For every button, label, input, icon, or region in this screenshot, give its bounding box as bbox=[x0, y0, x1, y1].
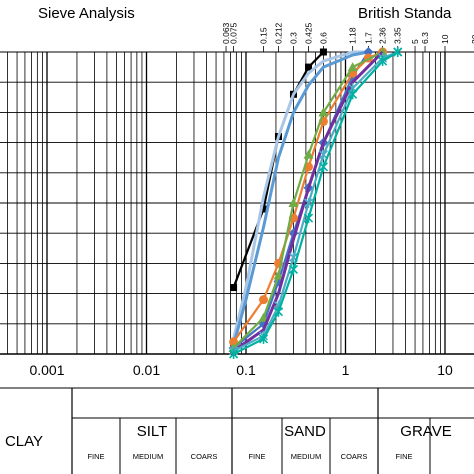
sieve-size-label: 0.063 bbox=[221, 22, 231, 44]
x-tick-label: 0.01 bbox=[133, 362, 160, 378]
data-point bbox=[319, 48, 327, 56]
clay-label: CLAY bbox=[5, 433, 43, 450]
series-line bbox=[232, 50, 369, 346]
data-point bbox=[260, 205, 268, 213]
sieve-size-label: 0.15 bbox=[259, 27, 269, 44]
subgroup-label: COARS bbox=[191, 452, 218, 461]
sieve-size-label: 0.425 bbox=[304, 22, 314, 44]
data-point bbox=[288, 264, 299, 275]
sieve-size-label: 0.6 bbox=[318, 32, 328, 44]
data-point bbox=[348, 89, 358, 100]
series-line bbox=[232, 50, 384, 343]
subgroup-label: COARS bbox=[341, 452, 368, 461]
sieve-size-label: 1.7 bbox=[363, 32, 373, 44]
data-point bbox=[273, 270, 284, 280]
data-point bbox=[318, 107, 329, 117]
sieve-size-label: 10 bbox=[440, 34, 450, 44]
group-label: SILT bbox=[137, 423, 168, 440]
x-tick-label: 0.001 bbox=[29, 362, 64, 378]
sieve-size-label: 0.3 bbox=[288, 32, 298, 44]
series-5 bbox=[229, 47, 388, 347]
sieve-size-label: 6.3 bbox=[420, 32, 430, 44]
series-3 bbox=[232, 50, 369, 346]
data-point bbox=[258, 333, 269, 344]
series-7 bbox=[232, 50, 384, 353]
group-label: GRAVE bbox=[400, 423, 451, 440]
soil-classification-table: CLAY SILT FINE MEDIUM COARS SAND FINE MEDIUM COA… bbox=[0, 387, 474, 474]
x-tick-label: 0.1 bbox=[236, 362, 256, 378]
x-tick-labels: 0.001 0.01 0.1 1 10 bbox=[29, 362, 453, 378]
data-point bbox=[230, 284, 238, 292]
data-series bbox=[228, 47, 403, 359]
chart-title: Sieve Analysis bbox=[38, 5, 135, 22]
data-point bbox=[393, 47, 403, 57]
series-2 bbox=[232, 50, 369, 340]
subgroup-label: FINE bbox=[395, 452, 412, 461]
series-1 bbox=[230, 48, 327, 292]
sieve-size-label: 20 bbox=[470, 34, 474, 44]
data-point bbox=[273, 306, 284, 317]
data-point bbox=[229, 349, 239, 359]
subgroup-label: FINE bbox=[248, 452, 265, 461]
data-point bbox=[318, 161, 328, 172]
series-line bbox=[232, 50, 369, 340]
data-point bbox=[303, 213, 314, 224]
data-point bbox=[258, 312, 269, 322]
x-tick-label: 1 bbox=[342, 362, 350, 378]
group-label: SAND bbox=[284, 423, 326, 440]
data-point bbox=[305, 63, 313, 71]
sieve-size-label: 1.18 bbox=[348, 27, 358, 44]
series-6 bbox=[228, 47, 388, 352]
subgroup-label: FINE bbox=[87, 452, 104, 461]
data-point bbox=[303, 149, 314, 159]
series-line bbox=[232, 50, 384, 353]
sieve-size-label: 0.075 bbox=[229, 22, 239, 44]
sieve-size-label: 2.36 bbox=[378, 27, 388, 44]
sieve-size-label: 0.212 bbox=[273, 22, 283, 44]
sieve-size-label: 5 bbox=[410, 39, 420, 44]
x-tick-label: 10 bbox=[437, 362, 453, 378]
data-point bbox=[347, 62, 358, 72]
data-point bbox=[378, 56, 388, 67]
subgroup-label: MEDIUM bbox=[291, 452, 321, 461]
series-line bbox=[232, 51, 384, 349]
series-9 bbox=[229, 47, 403, 359]
subgroup-label: MEDIUM bbox=[133, 452, 163, 461]
plot-grid bbox=[0, 51, 474, 355]
data-point bbox=[259, 295, 269, 305]
data-point bbox=[288, 198, 299, 207]
standard-label: British Standa bbox=[358, 5, 452, 22]
sieve-size-label: 3.35 bbox=[393, 27, 403, 44]
